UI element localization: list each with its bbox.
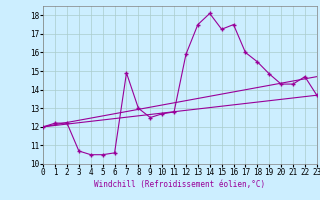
X-axis label: Windchill (Refroidissement éolien,°C): Windchill (Refroidissement éolien,°C) xyxy=(94,180,266,189)
